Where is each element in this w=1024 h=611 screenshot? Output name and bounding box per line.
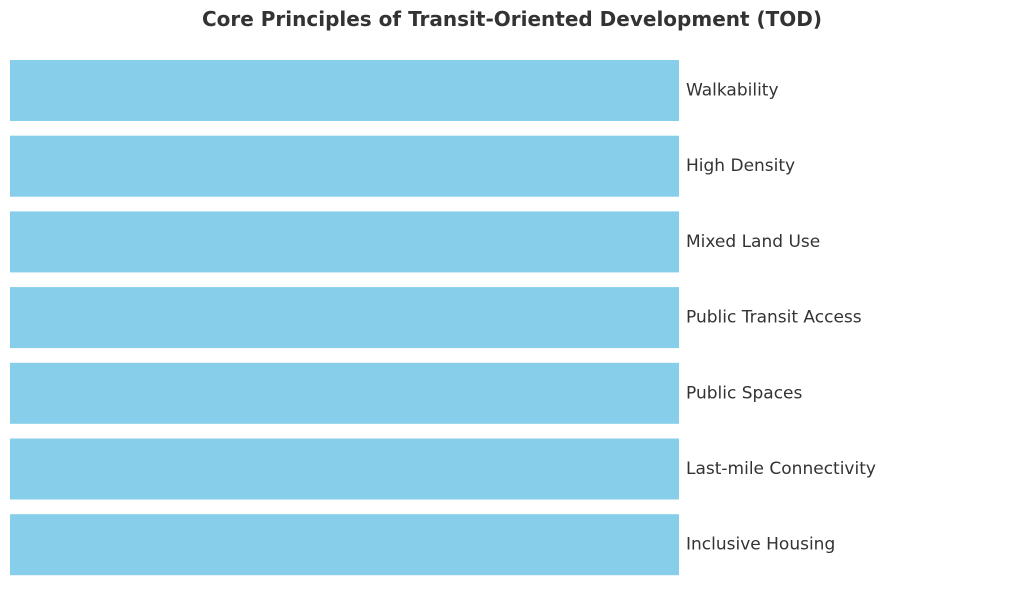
bar-walkability <box>10 60 679 121</box>
plot-area: Walkability High Density Mixed Land Use Pub… <box>10 60 876 576</box>
bar-inclusive-housing <box>10 514 679 576</box>
bar-mixed-land-use <box>10 211 679 273</box>
bar-label: Inclusive Housing <box>686 535 835 555</box>
bar-label: Mixed Land Use <box>686 232 820 252</box>
bar-label: Public Spaces <box>686 383 803 403</box>
bar-label: Public Transit Access <box>686 308 862 328</box>
bar-public-transit-access <box>10 287 679 349</box>
bar-label: High Density <box>686 156 795 176</box>
chart-title: Core Principles of Transit-Oriented Deve… <box>202 7 822 31</box>
bar-label: Last-mile Connectivity <box>686 459 876 479</box>
bar-last-mile-connectivity <box>10 438 679 500</box>
bar-public-spaces <box>10 362 679 424</box>
bar-label: Walkability <box>686 81 779 101</box>
bar-high-density <box>10 135 679 197</box>
